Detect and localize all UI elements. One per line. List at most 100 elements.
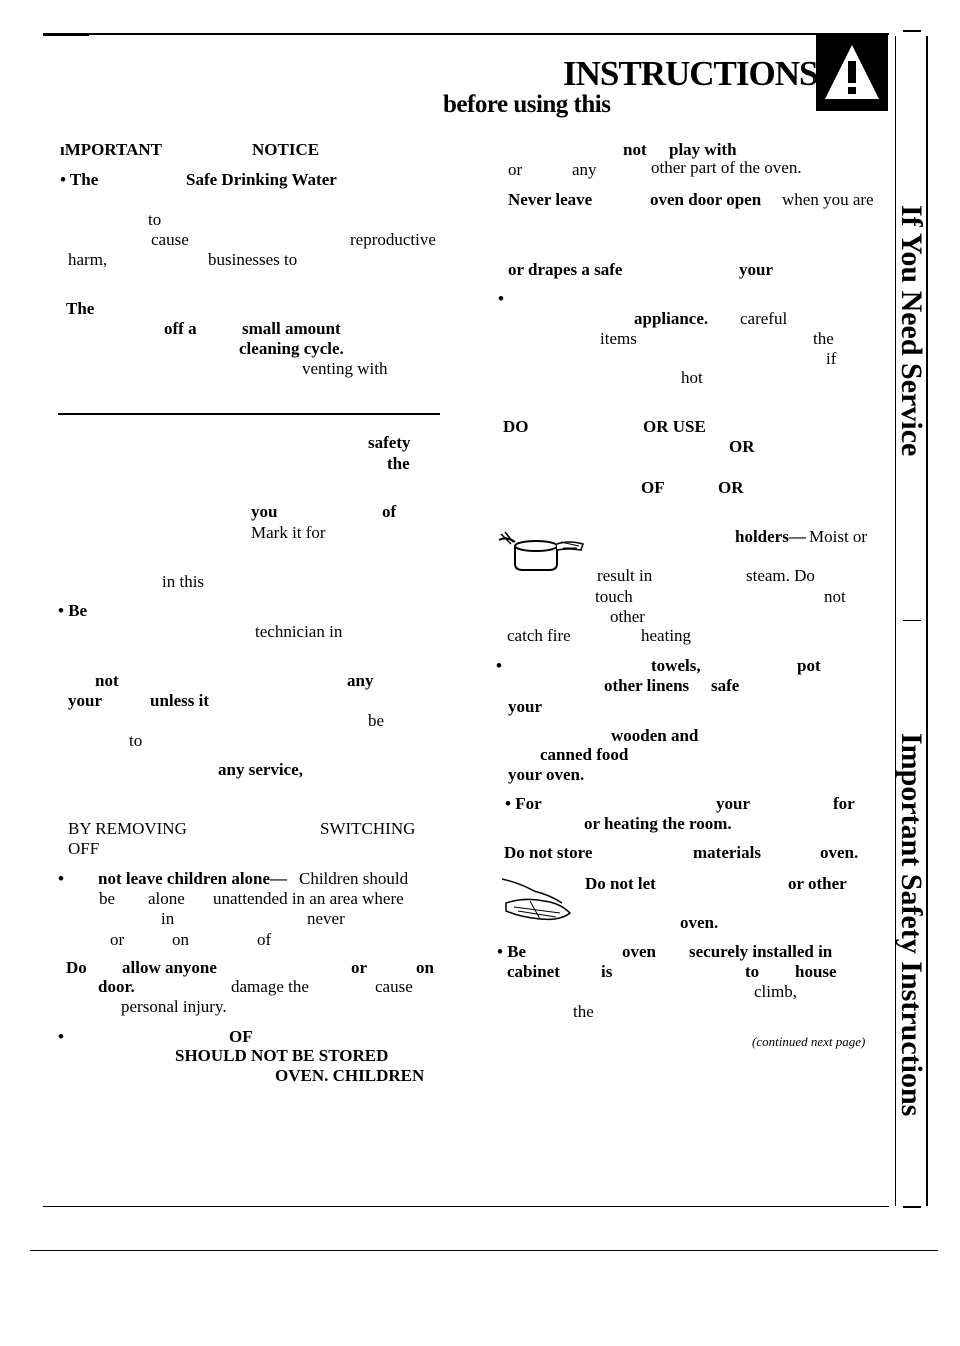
text-fragment: oven. bbox=[820, 843, 859, 862]
text-fragment: securely installed in bbox=[689, 942, 833, 961]
text-fragment: is bbox=[601, 962, 613, 981]
text-fragment: off a bbox=[164, 319, 197, 338]
text-fragment: or drapes a safe bbox=[508, 260, 623, 279]
text-fragment: technician in bbox=[255, 622, 343, 641]
text-fragment: heating bbox=[641, 626, 692, 645]
text-fragment: BY REMOVING bbox=[68, 819, 187, 838]
text-fragment: Mark it for bbox=[251, 523, 326, 542]
bottom-rule bbox=[43, 1206, 889, 1207]
text-fragment: OR USE bbox=[643, 417, 706, 436]
text-fragment: house bbox=[795, 962, 837, 981]
text-fragment: to bbox=[745, 962, 760, 981]
text-fragment: your bbox=[739, 260, 773, 279]
top-rule bbox=[43, 33, 889, 35]
text-fragment: cause bbox=[375, 977, 413, 996]
section-divider bbox=[58, 413, 440, 415]
text-fragment: the bbox=[813, 329, 834, 348]
text-fragment: you bbox=[251, 502, 278, 521]
text-fragment: any service, bbox=[218, 760, 303, 779]
text-fragment: OF bbox=[229, 1027, 253, 1046]
text-fragment: oven door open bbox=[650, 190, 762, 209]
text-fragment: Do not let bbox=[585, 874, 656, 893]
text-fragment: Do not store bbox=[504, 843, 593, 862]
text-fragment: OF bbox=[641, 478, 665, 497]
text-fragment: if bbox=[826, 349, 837, 368]
page-subtitle: before using this bbox=[443, 91, 611, 118]
text-fragment: Moist or bbox=[809, 527, 868, 546]
text-fragment: • Be bbox=[497, 942, 527, 961]
notice-heading-important: ıMPORTANT bbox=[60, 140, 163, 159]
text-fragment: materials bbox=[693, 843, 761, 862]
text-fragment: your bbox=[508, 697, 542, 716]
text-fragment: SWITCHING bbox=[320, 819, 416, 838]
page-title: INSTRUCTIONS bbox=[563, 54, 818, 93]
top-rule-short bbox=[43, 33, 89, 36]
text-fragment: be bbox=[368, 711, 385, 730]
text-fragment: other part of the oven. bbox=[651, 158, 802, 177]
sidebar-tick bbox=[903, 620, 921, 621]
text-fragment: to bbox=[129, 731, 143, 750]
continued-next-page: (continued next page) bbox=[752, 1034, 866, 1049]
text-fragment: reproductive bbox=[350, 230, 436, 249]
text-fragment: oven. bbox=[680, 913, 719, 932]
text-fragment: or bbox=[508, 160, 523, 179]
hand-illustration bbox=[500, 873, 576, 925]
text-fragment: oven bbox=[622, 942, 656, 961]
text-fragment: the bbox=[387, 454, 410, 473]
text-fragment: businesses to bbox=[208, 250, 298, 269]
text-fragment: when you are bbox=[782, 190, 874, 209]
text-fragment: other bbox=[610, 607, 645, 626]
text-fragment: or heating the room. bbox=[584, 814, 732, 833]
text-fragment: pot bbox=[797, 656, 821, 675]
warning-icon bbox=[816, 33, 888, 111]
text-fragment: safe bbox=[711, 676, 740, 695]
notice-heading-notice: NOTICE bbox=[252, 140, 320, 159]
text-fragment: in bbox=[161, 909, 175, 928]
text-fragment: to bbox=[148, 210, 162, 229]
top-right-tick bbox=[903, 30, 921, 32]
text-fragment: Children should bbox=[299, 869, 409, 888]
text-fragment: OR bbox=[729, 437, 755, 456]
text-fragment: of bbox=[382, 502, 397, 521]
text-fragment: or other bbox=[788, 874, 847, 893]
text-fragment: any bbox=[572, 160, 597, 179]
text-fragment: SHOULD NOT BE STORED bbox=[175, 1046, 389, 1065]
text-fragment: cause bbox=[151, 230, 189, 249]
bullet: • bbox=[498, 289, 504, 308]
text-fragment: wooden and bbox=[611, 726, 699, 745]
text-fragment: on bbox=[172, 930, 189, 949]
text-fragment: not bbox=[824, 587, 846, 606]
text-fragment: your bbox=[716, 794, 750, 813]
sidebar-rule-left bbox=[895, 36, 896, 1206]
text-fragment: steam. Do bbox=[746, 566, 815, 585]
text-fragment: your bbox=[68, 691, 102, 710]
sidebar-tick-bottom bbox=[903, 1206, 921, 1208]
text-fragment: appliance. bbox=[634, 309, 709, 328]
text-fragment: harm, bbox=[68, 250, 108, 269]
text-fragment: allow anyone bbox=[122, 958, 217, 977]
text-fragment: alone bbox=[148, 889, 185, 908]
text-fragment: any bbox=[347, 671, 374, 690]
text-fragment: OFF bbox=[68, 839, 100, 858]
text-fragment: the bbox=[573, 1002, 594, 1021]
text-fragment: result in bbox=[597, 566, 653, 585]
text-fragment: venting with bbox=[302, 359, 388, 378]
notice-safe-drinking-water: Safe Drinking Water bbox=[186, 170, 337, 189]
text-fragment: unless it bbox=[150, 691, 210, 710]
text-fragment: on bbox=[416, 958, 434, 977]
text-fragment: cleaning cycle. bbox=[239, 339, 344, 358]
text-fragment: safety bbox=[368, 433, 411, 452]
text-fragment: DO bbox=[503, 417, 529, 436]
text-fragment: in this bbox=[162, 572, 205, 591]
sidebar-service-label: If You Need Service bbox=[895, 205, 928, 457]
text-fragment: touch bbox=[595, 587, 633, 606]
text-fragment: or bbox=[110, 930, 125, 949]
text-fragment: not bbox=[95, 671, 119, 690]
text-fragment: canned food bbox=[540, 745, 629, 764]
text-fragment: your oven. bbox=[508, 765, 585, 784]
text-fragment: OVEN. CHILDREN bbox=[275, 1066, 425, 1085]
text-fragment: Do bbox=[66, 958, 87, 977]
text-fragment: not leave children alone— bbox=[98, 869, 288, 888]
text-fragment: door. bbox=[98, 977, 135, 996]
text-fragment: small amount bbox=[242, 319, 341, 338]
